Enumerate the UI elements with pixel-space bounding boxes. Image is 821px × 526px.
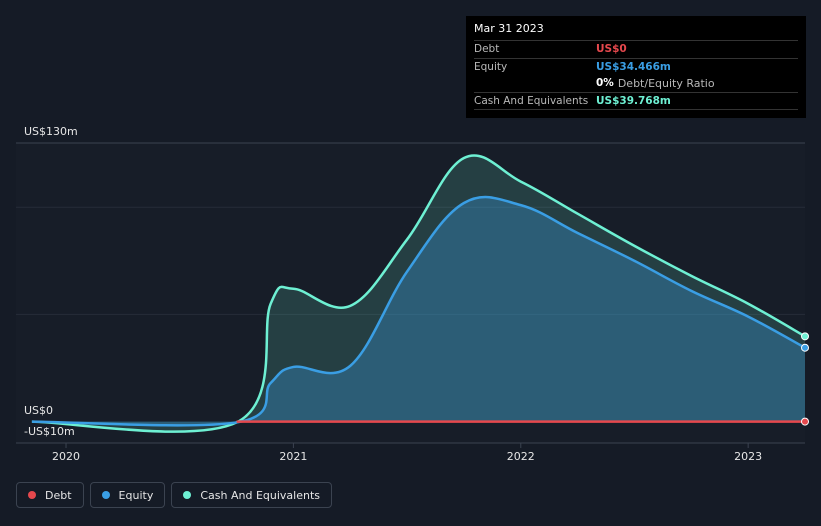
legend-item-equity[interactable]: Equity <box>89 482 166 508</box>
x-axis: 2020 2021 2022 2023 <box>52 443 762 463</box>
legend-label-cash: Cash And Equivalents <box>200 488 320 502</box>
tooltip-ratio-row: 0% Debt/Equity Ratio <box>474 75 798 92</box>
legend-item-debt[interactable]: Debt <box>16 482 84 508</box>
series-areas <box>31 155 805 432</box>
tooltip-equity-label: Equity <box>474 60 508 73</box>
x-tick-label: 2021 <box>279 450 307 463</box>
tooltip: Mar 31 2023 Debt US$0 Equity US$34.466m … <box>466 16 806 118</box>
end-point-equity <box>801 343 809 352</box>
legend-label-equity: Equity <box>118 488 154 502</box>
area-equity <box>31 196 805 426</box>
legend: Debt Equity Cash And Equivalents <box>16 482 332 508</box>
line-cash-and-equivalents <box>31 154 806 433</box>
legend-dot-equity-icon <box>101 491 110 499</box>
tooltip-cash-row: Cash And Equivalents US$39.768m <box>474 91 798 110</box>
line-equity <box>31 195 806 427</box>
tooltip-date: Mar 31 2023 <box>474 22 544 35</box>
legend-dot-debt-icon <box>28 491 36 499</box>
end-point-cash-and-equivalents <box>801 332 809 341</box>
y-axis-label: US$0 <box>24 404 53 417</box>
x-tick-label: 2020 <box>52 450 80 463</box>
x-tick-label: 2022 <box>507 450 535 463</box>
plot-background <box>16 143 805 443</box>
tooltip-debt-value: US$0 <box>596 43 627 56</box>
tooltip-ratio-label: Debt/Equity Ratio <box>617 76 715 90</box>
tooltip-equity-value: US$34.466m <box>596 60 671 73</box>
tooltip-equity-row: Equity US$34.466m <box>474 57 798 76</box>
legend-label-debt: Debt <box>45 488 72 502</box>
tooltip-debt-label: Debt <box>474 43 500 56</box>
tooltip-cash-value: US$39.768m <box>596 94 671 107</box>
gridlines <box>16 142 805 444</box>
y-axis: US$130m US$0 -US$10m <box>24 125 78 438</box>
tooltip-cash-label: Cash And Equivalents <box>474 94 589 107</box>
y-axis-label: US$130m <box>24 125 78 138</box>
legend-dot-cash-icon <box>183 491 192 499</box>
area-cash-and-equivalents <box>31 155 805 432</box>
x-tick-label: 2023 <box>734 450 762 463</box>
y-axis-label: -US$10m <box>24 425 75 438</box>
legend-item-cash[interactable]: Cash And Equivalents <box>171 482 332 508</box>
end-point-debt <box>801 417 809 426</box>
series-lines <box>31 154 809 433</box>
tooltip-ratio-value: 0% <box>596 77 614 90</box>
tooltip-debt-row: Debt US$0 <box>474 40 798 58</box>
